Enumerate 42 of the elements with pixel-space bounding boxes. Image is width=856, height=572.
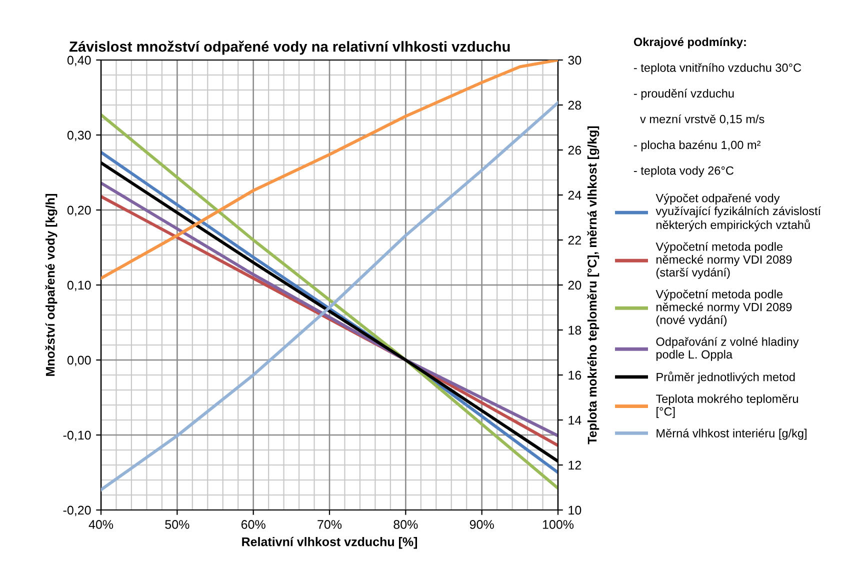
legend-label: Výpočet odpařené vody využívající fyzikálních závislostí některých empirických vztahů [656, 193, 821, 232]
x-tick-label: 40% [88, 520, 114, 529]
x-tick-label: 90% [470, 520, 494, 529]
x-tick-label: 100% [542, 520, 574, 529]
y2-tick-label: 10 [568, 506, 582, 515]
text: v mezní vrstvě 0,15 m/s [640, 114, 764, 125]
y2-tick-label: 14 [568, 416, 582, 425]
x-axis-title: Relativní vlhkost vzduchu [%] [242, 536, 418, 549]
y-tick-label: 0,30 [67, 130, 91, 142]
y-tick-label: 0,10 [67, 280, 91, 292]
legend-label: Měrná vlhkost interiéru [g/kg] [656, 428, 806, 440]
y2-tick-label: 22 [568, 236, 581, 245]
legend-label: Teplota mokrého teploměru [°C] [656, 394, 798, 418]
y2-tick-label: 26 [568, 146, 582, 155]
y2-tick-label: 24 [568, 190, 582, 200]
text: - teplota vody 26°C [634, 166, 734, 178]
y2-tick-label: 18 [568, 326, 582, 335]
y2-axis-title: Teplota mokrého teploměru [°C], měrná vlhkost [g/kg] [587, 126, 600, 444]
legend-label: Průměr jednotlivých metod [656, 372, 795, 384]
y-tick-label: -0,20 [63, 506, 91, 516]
y-tick-label: 0,40 [67, 56, 91, 66]
legend-label: Výpočetní metoda podle německé normy VDI 2089 (nové vydání) [656, 290, 792, 326]
y2-tick-label: 30 [568, 56, 582, 65]
text: Okrajové podmínky: [634, 37, 746, 48]
x-tick-label: 50% [165, 520, 190, 529]
y2-tick-label: 16 [568, 370, 582, 380]
y-tick-label: -0,10 [63, 430, 91, 442]
y2-tick-label: 12 [568, 460, 581, 470]
y-tick-label: 0,20 [67, 206, 91, 216]
text: - plocha bazénu 1,00 m² [634, 140, 761, 152]
text: - teplota vnitřního vzduchu 30°C [634, 63, 802, 74]
y-tick-label: 0,00 [67, 356, 91, 366]
y2-tick-label: 28 [568, 100, 582, 110]
y-axis-title: Množství odpařené vody [kg/h] [45, 194, 58, 376]
x-tick-label: 60% [241, 520, 266, 529]
y2-tick-label: 20 [568, 280, 582, 290]
legend-label: Odpařování z volné hladiny podle L. Oppla [656, 337, 799, 361]
legend-label: Výpočetní metoda podle německé normy VDI 2089 (starší vydání) [656, 242, 792, 279]
chart-title: Závislost množství odpařené vody na relativní vlhkosti vzduchu [69, 40, 510, 55]
text: - proudění vzduchu [634, 88, 734, 100]
x-tick-label: 70% [318, 520, 342, 529]
x-tick-label: 80% [394, 520, 418, 529]
